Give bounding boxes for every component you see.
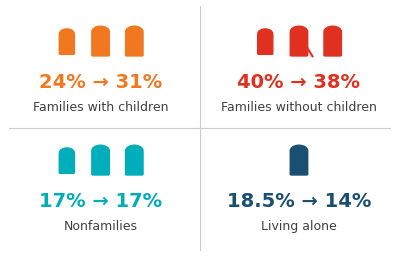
Text: 18.5% → 14%: 18.5% → 14% — [227, 192, 371, 211]
Circle shape — [324, 26, 342, 37]
Circle shape — [258, 29, 273, 38]
FancyBboxPatch shape — [258, 35, 273, 54]
Text: Living alone: Living alone — [261, 220, 337, 233]
FancyBboxPatch shape — [290, 152, 308, 175]
Text: Nonfamilies: Nonfamilies — [64, 220, 138, 233]
Circle shape — [60, 148, 74, 157]
FancyBboxPatch shape — [59, 154, 74, 173]
Text: 24% → 31%: 24% → 31% — [39, 73, 162, 92]
Circle shape — [126, 26, 143, 37]
Text: Families with children: Families with children — [33, 101, 168, 114]
FancyBboxPatch shape — [92, 33, 109, 56]
Circle shape — [290, 145, 308, 156]
FancyBboxPatch shape — [324, 33, 342, 56]
Circle shape — [92, 26, 109, 37]
FancyBboxPatch shape — [126, 33, 143, 56]
Text: 40% → 38%: 40% → 38% — [238, 73, 360, 92]
FancyBboxPatch shape — [290, 33, 308, 56]
FancyBboxPatch shape — [92, 152, 109, 175]
Circle shape — [60, 29, 74, 38]
Text: Families without children: Families without children — [221, 101, 377, 114]
Circle shape — [290, 26, 308, 37]
Circle shape — [126, 145, 143, 156]
Text: 17% → 17%: 17% → 17% — [39, 192, 162, 211]
FancyBboxPatch shape — [126, 152, 143, 175]
FancyBboxPatch shape — [59, 35, 74, 54]
Circle shape — [92, 145, 109, 156]
